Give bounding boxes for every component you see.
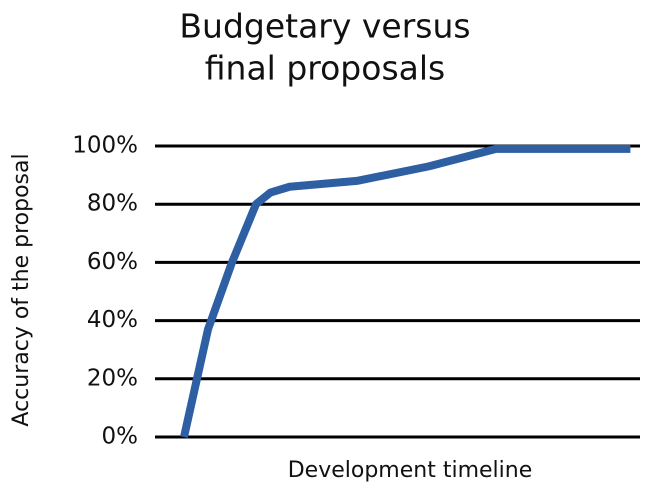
x-axis-label: Development timeline <box>288 458 533 483</box>
y-tick-label: 20% <box>87 365 138 391</box>
chart-title: final proposals <box>205 49 445 88</box>
chart-title: Budgetary versus <box>179 7 470 46</box>
y-axis-label: Accuracy of the proposal <box>9 153 34 426</box>
data-line <box>180 144 631 438</box>
y-tick-label: 60% <box>87 249 138 275</box>
y-tick-label: 40% <box>87 307 138 333</box>
y-tick-label: 100% <box>72 133 138 159</box>
y-tick-label: 80% <box>87 191 138 217</box>
y-tick-label: 0% <box>102 424 139 450</box>
